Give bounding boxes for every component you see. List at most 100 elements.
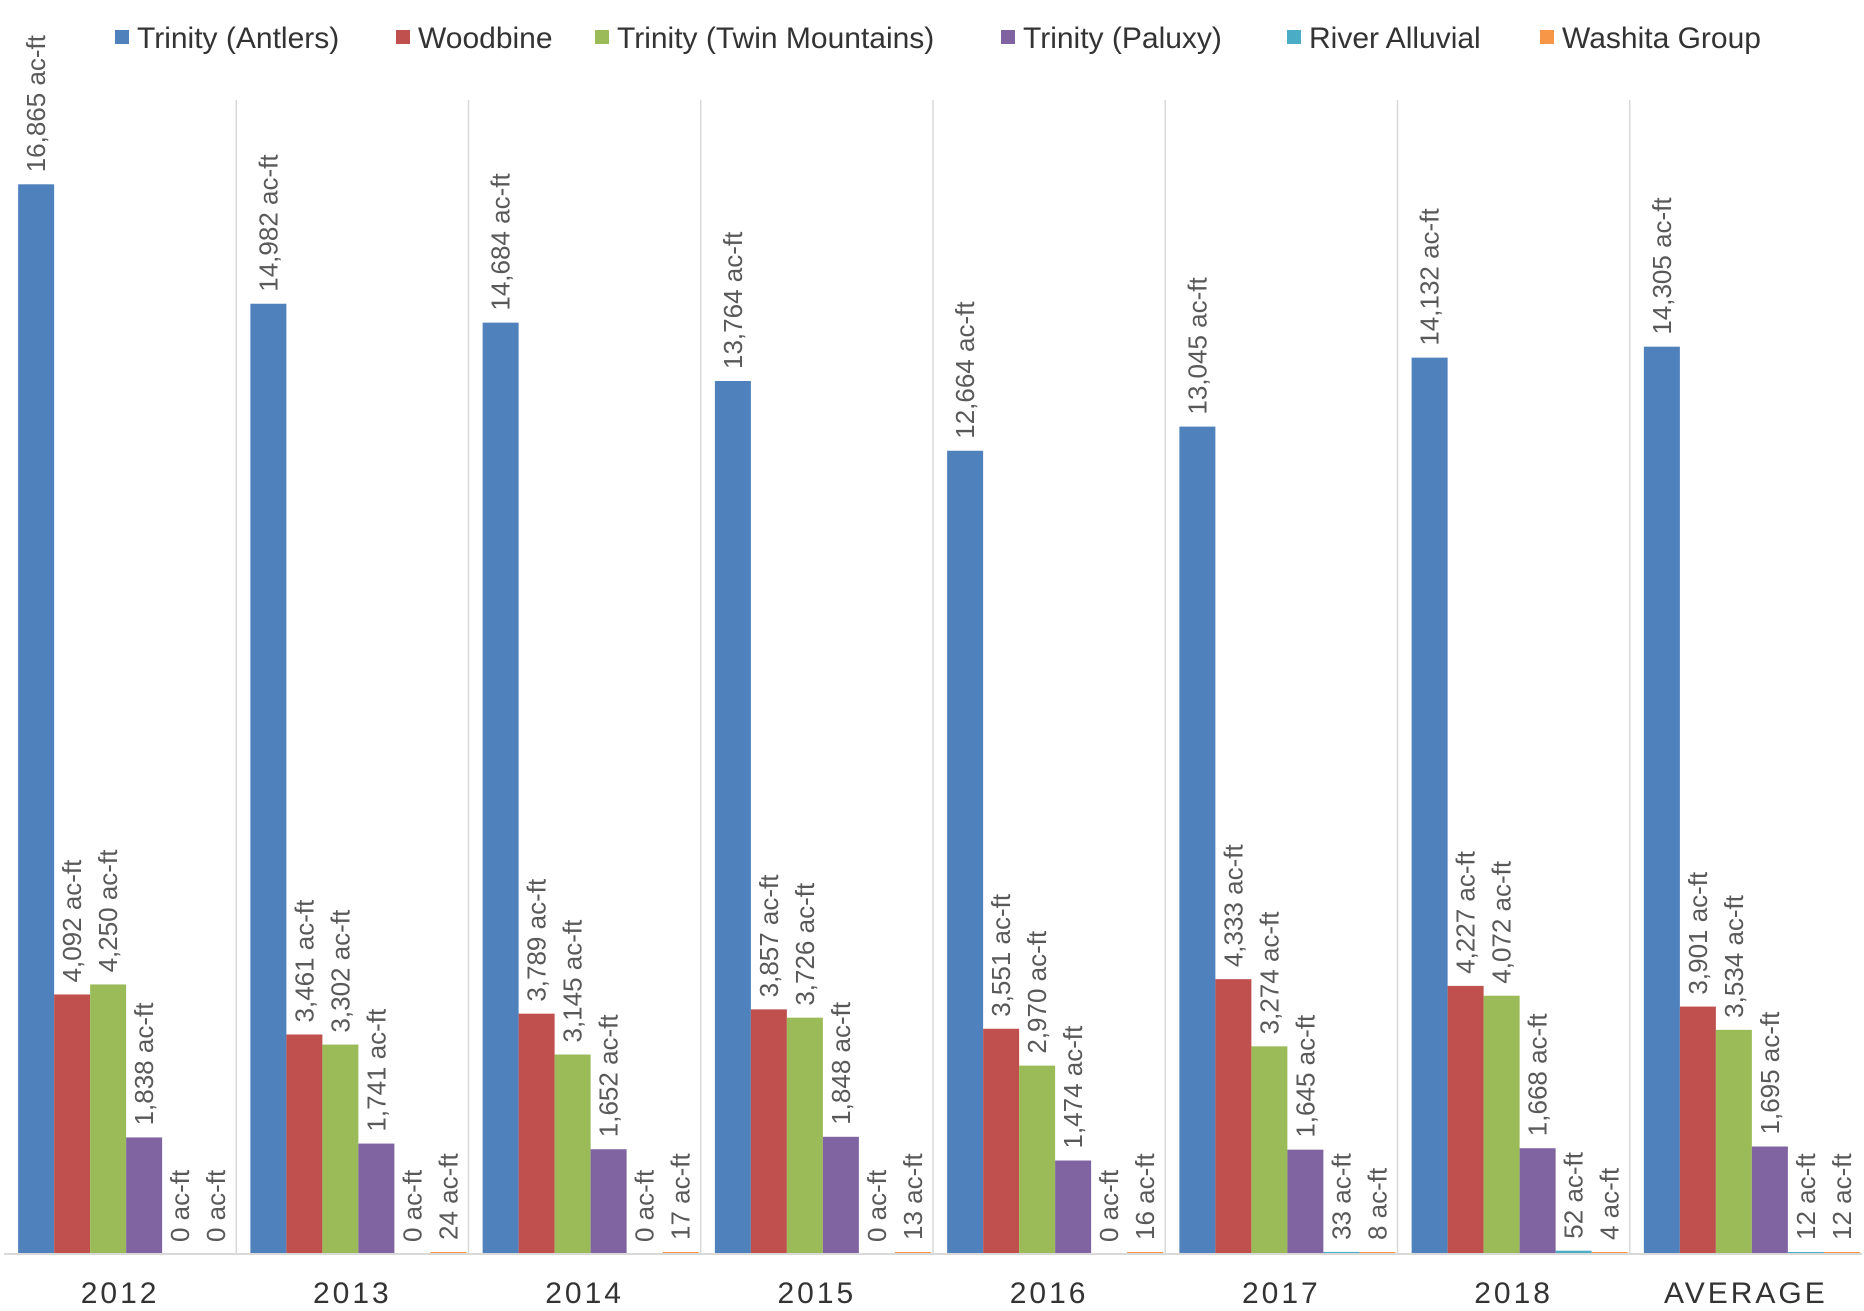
data-label-trinity-twin-mountains-2017: 3,274 ac-ft	[1254, 911, 1284, 1035]
bar-river-alluvial-2017	[1323, 1251, 1360, 1254]
bar-trinity-antlers-2013	[250, 303, 287, 1254]
bar-trinity-paluxy-2018	[1519, 1148, 1556, 1254]
bar-trinity-twin-mountains-2017	[1251, 1046, 1288, 1254]
data-label-woodbine-2015: 3,857 ac-ft	[754, 874, 784, 998]
data-label-river-alluvial-2016: 0 ac-ft	[1094, 1169, 1124, 1242]
data-label-trinity-paluxy-2017: 1,645 ac-ft	[1290, 1014, 1320, 1138]
data-label-washita-group-2018: 4 ac-ft	[1595, 1167, 1625, 1240]
bar-woodbine-2018	[1447, 985, 1484, 1254]
bar-trinity-twin-mountains-2018	[1483, 995, 1520, 1254]
data-label-trinity-paluxy-2012: 1,838 ac-ft	[129, 1002, 159, 1126]
bar-woodbine-2014	[518, 1013, 555, 1254]
legend-label-river-alluvial: River Alluvial	[1309, 22, 1481, 55]
bar-trinity-antlers-2016	[947, 450, 984, 1255]
data-label-woodbine-2013: 3,461 ac-ft	[289, 899, 319, 1023]
data-label-river-alluvial-2012: 0 ac-ft	[165, 1169, 195, 1242]
data-labels: 16,865 ac-ft 4,092 ac-ft 4,250 ac-ft1,838 …	[21, 34, 1857, 1242]
data-label-river-alluvial-2015: 0 ac-ft	[862, 1169, 892, 1242]
data-label-woodbine-2017: 4,333 ac-ft	[1218, 844, 1248, 968]
bar-woodbine-2012	[54, 994, 91, 1254]
data-label-trinity-twin-mountains-2016: 2,970 ac-ft	[1022, 930, 1052, 1054]
bar-trinity-antlers-2012	[18, 184, 55, 1255]
bar-trinity-antlers-2014	[482, 322, 519, 1254]
bar-river-alluvial-2018	[1555, 1250, 1592, 1254]
bar-woodbine-2013	[286, 1034, 323, 1254]
data-label-trinity-paluxy-2016: 1,474 ac-ft	[1058, 1025, 1088, 1149]
bar-woodbine-2016	[983, 1028, 1020, 1254]
data-label-trinity-twin-mountains-2012: 4,250 ac-ft	[93, 849, 123, 973]
data-label-trinity-antlers-2013: 14,982 ac-ft	[253, 154, 283, 292]
bars	[18, 184, 1860, 1255]
data-label-trinity-paluxy-average: 1,695 ac-ft	[1755, 1011, 1785, 1135]
data-label-trinity-antlers-2016: 12,664 ac-ft	[950, 301, 980, 439]
legend-swatch-trinity-twin-mountains	[595, 30, 609, 44]
category-label-2017: 2017	[1242, 1277, 1321, 1310]
data-label-river-alluvial-2017: 33 ac-ft	[1326, 1152, 1356, 1239]
data-label-trinity-antlers-average: 14,305 ac-ft	[1647, 197, 1677, 335]
data-label-washita-group-2015: 13 ac-ft	[898, 1153, 928, 1240]
category-label-2013: 2013	[313, 1277, 392, 1310]
bar-trinity-paluxy-2015	[822, 1136, 859, 1254]
legend-label-trinity-paluxy: Trinity (Paluxy)	[1023, 22, 1222, 55]
bar-woodbine-2015	[750, 1009, 787, 1254]
bar-trinity-paluxy-2016	[1055, 1160, 1092, 1254]
bar-trinity-twin-mountains-2013	[322, 1044, 359, 1254]
data-label-washita-group-2016: 16 ac-ft	[1130, 1153, 1160, 1240]
data-label-river-alluvial-2014: 0 ac-ft	[630, 1169, 660, 1242]
data-label-washita-group-2013: 24 ac-ft	[433, 1153, 463, 1240]
category-separators	[235, 100, 1631, 1254]
data-label-trinity-paluxy-2015: 1,848 ac-ft	[826, 1001, 856, 1125]
bar-trinity-paluxy-2017	[1287, 1149, 1324, 1254]
data-label-woodbine-2016: 3,551 ac-ft	[986, 893, 1016, 1017]
data-label-woodbine-average: 3,901 ac-ft	[1683, 871, 1713, 995]
data-label-trinity-antlers-2015: 13,764 ac-ft	[718, 231, 748, 369]
bar-trinity-paluxy-2014	[590, 1149, 627, 1254]
data-label-river-alluvial-average: 12 ac-ft	[1791, 1153, 1821, 1240]
data-label-woodbine-2012: 4,092 ac-ft	[57, 859, 87, 983]
legend-swatch-river-alluvial	[1287, 30, 1301, 44]
bar-trinity-paluxy-2012	[126, 1137, 163, 1254]
bar-trinity-twin-mountains-2012	[90, 984, 127, 1254]
data-label-trinity-paluxy-2014: 1,652 ac-ft	[594, 1014, 624, 1138]
data-label-trinity-paluxy-2013: 1,741 ac-ft	[361, 1008, 391, 1132]
data-label-trinity-antlers-2012: 16,865 ac-ft	[21, 34, 51, 172]
data-label-trinity-twin-mountains-2018: 4,072 ac-ft	[1487, 860, 1517, 984]
legend-swatch-trinity-antlers	[115, 30, 129, 44]
category-label-2014: 2014	[545, 1277, 624, 1310]
bar-trinity-antlers-average	[1643, 346, 1680, 1254]
data-label-trinity-twin-mountains-average: 3,534 ac-ft	[1719, 894, 1749, 1018]
category-labels: 2012 2013 2014 2015 2016 2017 2018 AVERAGE	[81, 1277, 1828, 1310]
data-label-trinity-paluxy-2018: 1,668 ac-ft	[1523, 1013, 1553, 1137]
bar-trinity-paluxy-2013	[358, 1143, 395, 1254]
data-label-washita-group-average: 12 ac-ft	[1827, 1153, 1857, 1240]
data-label-trinity-twin-mountains-2015: 3,726 ac-ft	[790, 882, 820, 1006]
legend-swatch-washita-group	[1540, 30, 1554, 44]
data-label-washita-group-2017: 8 ac-ft	[1362, 1167, 1392, 1240]
category-label-average: AVERAGE	[1664, 1277, 1828, 1310]
data-label-river-alluvial-2013: 0 ac-ft	[397, 1169, 427, 1242]
bar-trinity-twin-mountains-2016	[1019, 1065, 1056, 1254]
data-label-washita-group-2012: 0 ac-ft	[201, 1169, 231, 1242]
bar-trinity-antlers-2017	[1179, 426, 1216, 1254]
data-label-trinity-antlers-2017: 13,045 ac-ft	[1182, 277, 1212, 415]
bar-woodbine-average	[1679, 1006, 1716, 1254]
category-label-2012: 2012	[81, 1277, 160, 1310]
legend-label-woodbine: Woodbine	[418, 22, 553, 55]
legend-swatch-trinity-paluxy	[1001, 30, 1015, 44]
data-label-trinity-antlers-2014: 14,684 ac-ft	[486, 173, 516, 311]
data-label-trinity-twin-mountains-2013: 3,302 ac-ft	[325, 909, 355, 1033]
data-label-washita-group-2014: 17 ac-ft	[666, 1153, 696, 1240]
bar-trinity-twin-mountains-2015	[786, 1017, 823, 1254]
data-label-trinity-antlers-2018: 14,132 ac-ft	[1415, 208, 1445, 346]
data-label-woodbine-2014: 3,789 ac-ft	[522, 878, 552, 1002]
legend-label-trinity-twin-mountains: Trinity (Twin Mountains)	[617, 22, 934, 55]
legend-label-washita-group: Washita Group	[1562, 22, 1761, 55]
category-label-2016: 2016	[1010, 1277, 1089, 1310]
bar-trinity-antlers-2015	[714, 380, 751, 1255]
bar-trinity-paluxy-average	[1751, 1146, 1788, 1254]
category-label-2018: 2018	[1474, 1277, 1553, 1310]
legend-label-trinity-antlers: Trinity (Antlers)	[137, 22, 339, 55]
bar-trinity-twin-mountains-average	[1715, 1029, 1752, 1254]
legend: Trinity (Antlers) Woodbine Trinity (Twin M…	[115, 22, 1761, 55]
